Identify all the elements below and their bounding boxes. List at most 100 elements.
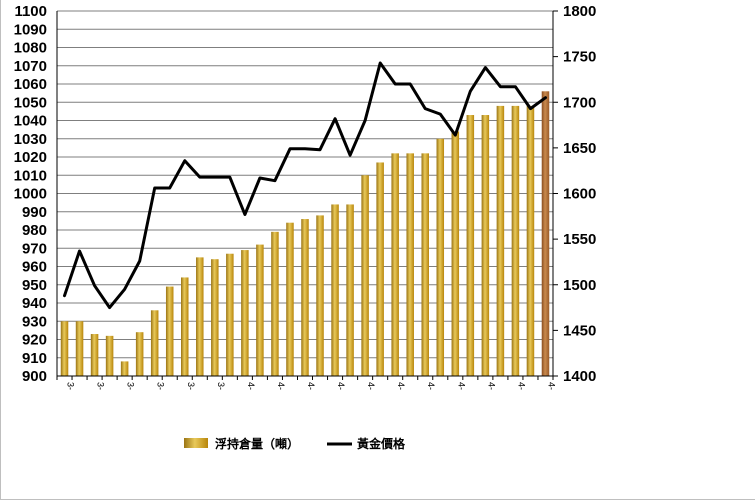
x-tick-label: 3-	[126, 382, 136, 390]
x-axis-ticks: 3- 3- 3- 3- 3- 3- 4- 4- 4- 4- 4- 4- 4- 4- 4- 4- 4-	[56, 376, 556, 390]
bar	[105, 335, 114, 376]
bar	[526, 105, 535, 377]
bar	[150, 310, 159, 376]
line-point	[154, 187, 155, 188]
x-tick-label: 4-	[516, 382, 526, 390]
left-tick-label: 990	[22, 204, 47, 221]
x-tick-label: 3-	[216, 382, 226, 390]
line-point	[470, 91, 471, 92]
left-tick-label: 1100	[14, 3, 47, 20]
bar	[466, 115, 475, 377]
x-tick-label: 4-	[396, 382, 406, 390]
line-series	[63, 61, 547, 310]
bar	[331, 204, 339, 376]
right-tick-label: 1700	[563, 94, 596, 111]
line-point	[109, 307, 110, 308]
bar	[90, 334, 99, 376]
legend-label-line: 黃金價格	[356, 436, 406, 451]
left-tick-label: 910	[22, 350, 47, 367]
bar	[391, 153, 399, 376]
bar	[165, 286, 174, 376]
line-point	[380, 62, 381, 63]
bar	[75, 321, 84, 376]
left-tick-label: 930	[22, 313, 47, 330]
x-tick-label: 3-	[96, 382, 106, 390]
bar	[316, 215, 324, 376]
line-point	[545, 97, 546, 98]
line-point	[365, 120, 366, 121]
bar	[120, 361, 129, 376]
left-tick-label: 1000	[14, 186, 47, 203]
bar	[406, 153, 414, 376]
line-point	[229, 176, 230, 177]
bar	[181, 277, 189, 376]
bar	[511, 105, 520, 377]
x-tick-label: 4-	[426, 382, 436, 390]
left-tick-label: 1090	[14, 21, 47, 38]
bar	[481, 115, 490, 377]
bar	[301, 219, 309, 376]
right-tick-label: 1550	[563, 231, 596, 248]
right-tick-label: 1650	[563, 140, 596, 157]
left-tick-label: 1020	[14, 149, 47, 166]
line-point	[334, 118, 335, 119]
line-point	[124, 289, 125, 290]
line-point	[319, 149, 320, 150]
right-tick-label: 1450	[563, 322, 596, 339]
right-tick-label: 1400	[563, 368, 596, 385]
right-tick-label: 1600	[563, 186, 596, 203]
line-point	[214, 176, 215, 177]
left-tick-label: 1030	[14, 131, 47, 148]
legend: 浮持倉量（噸） 黃金價格	[184, 436, 406, 451]
line-point	[304, 148, 305, 149]
bar	[286, 222, 294, 376]
line-point	[289, 148, 290, 149]
left-axis-ticks: 9009109209309409509609709809901000101010…	[14, 3, 47, 385]
bar	[496, 105, 505, 377]
left-tick-label: 1050	[14, 94, 47, 111]
x-tick-label: 4-	[486, 382, 496, 390]
line-point	[244, 214, 245, 215]
line-point	[500, 86, 501, 87]
right-tick-label: 1500	[563, 277, 596, 294]
line-point	[259, 177, 260, 178]
line-point	[515, 86, 516, 87]
line-point	[184, 160, 185, 161]
left-tick-label: 970	[22, 240, 47, 257]
line-point	[79, 250, 80, 251]
bar	[541, 91, 550, 377]
left-tick-label: 1070	[14, 58, 47, 75]
legend-label-bar: 浮持倉量（噸）	[215, 436, 299, 451]
line-point	[485, 67, 486, 68]
bar	[211, 259, 219, 376]
right-tick-label: 1800	[563, 3, 596, 20]
bar	[271, 231, 279, 376]
bar	[256, 244, 264, 376]
left-tick-label: 950	[22, 277, 47, 294]
x-tick-label: 4-	[246, 382, 256, 390]
line-point	[199, 176, 200, 177]
bar	[376, 162, 384, 376]
line-point	[274, 180, 275, 181]
line-point	[139, 260, 140, 261]
line-point	[440, 114, 441, 115]
bar	[361, 175, 369, 376]
x-tick-label: 3-	[186, 382, 196, 390]
bar-series	[60, 91, 550, 377]
left-tick-label: 900	[22, 368, 47, 385]
x-tick-label: 3-	[156, 382, 166, 390]
line-point	[530, 108, 531, 109]
left-tick-label: 1040	[14, 113, 47, 130]
left-tick-label: 940	[22, 295, 47, 312]
line-point	[455, 135, 456, 136]
x-tick-label: 4-	[306, 382, 316, 390]
line-point	[425, 108, 426, 109]
bar	[241, 250, 249, 376]
bar	[196, 257, 204, 376]
line-point	[94, 285, 95, 286]
legend-swatch-bar	[184, 438, 208, 448]
left-tick-label: 920	[22, 332, 47, 349]
line-point	[395, 83, 396, 84]
